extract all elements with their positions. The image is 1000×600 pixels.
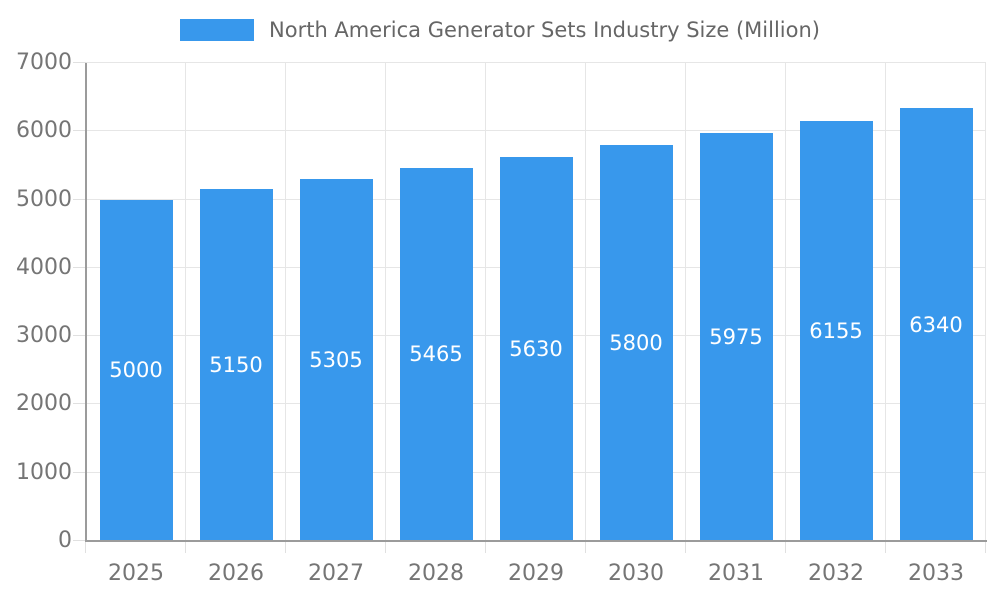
x-axis-tick bbox=[485, 541, 486, 553]
x-axis-tick bbox=[785, 541, 786, 553]
gridline-vertical bbox=[585, 63, 586, 541]
x-axis-label: 2031 bbox=[708, 561, 764, 586]
x-axis-tick bbox=[85, 541, 86, 553]
y-axis-line bbox=[85, 63, 87, 541]
bar-2029[interactable] bbox=[499, 156, 573, 541]
x-axis-label: 2027 bbox=[308, 561, 364, 586]
y-axis-tick bbox=[73, 198, 86, 200]
y-axis-tick bbox=[73, 540, 86, 541]
gridline-horizontal bbox=[86, 130, 986, 132]
y-axis-tick bbox=[73, 471, 86, 473]
gridline-vertical bbox=[985, 63, 986, 541]
gridline-vertical bbox=[685, 63, 686, 541]
x-axis-label: 2026 bbox=[208, 561, 264, 586]
y-axis-label: 3000 bbox=[16, 323, 72, 349]
x-axis-tick bbox=[185, 541, 186, 553]
bar-2025[interactable] bbox=[99, 199, 173, 541]
gridline-vertical bbox=[285, 63, 286, 541]
y-axis-tick bbox=[73, 266, 86, 268]
bar-2027[interactable] bbox=[299, 178, 373, 541]
y-axis-label: 7000 bbox=[16, 50, 72, 75]
x-axis-tick bbox=[385, 541, 386, 553]
gridline-vertical bbox=[385, 63, 386, 541]
y-axis-label: 4000 bbox=[16, 254, 72, 280]
bar-2030[interactable] bbox=[599, 144, 673, 541]
y-axis-label: 6000 bbox=[16, 118, 72, 144]
legend-swatch bbox=[180, 19, 255, 41]
x-axis-tick bbox=[985, 541, 986, 553]
gridline-horizontal bbox=[86, 62, 986, 63]
y-axis-tick bbox=[73, 62, 86, 63]
x-axis-label: 2030 bbox=[608, 561, 664, 586]
x-axis-tick bbox=[285, 541, 286, 553]
x-axis-line bbox=[85, 540, 987, 542]
x-axis-label: 2032 bbox=[808, 561, 864, 586]
y-axis-label: 1000 bbox=[16, 459, 72, 485]
bar-2032[interactable] bbox=[799, 120, 873, 541]
bar-2031[interactable] bbox=[699, 132, 773, 541]
y-axis-tick bbox=[73, 403, 86, 405]
x-axis-label: 2025 bbox=[108, 561, 164, 586]
gridline-vertical bbox=[785, 63, 786, 541]
y-axis-tick bbox=[73, 335, 86, 337]
gridline-vertical bbox=[885, 63, 886, 541]
y-axis-label: 0 bbox=[58, 528, 72, 553]
y-axis-tick bbox=[73, 130, 86, 132]
bar-2028[interactable] bbox=[399, 167, 473, 541]
gridline-vertical bbox=[185, 63, 186, 541]
legend[interactable]: North America Generator Sets Industry Si… bbox=[0, 17, 1000, 43]
x-axis-tick bbox=[685, 541, 686, 553]
y-axis-label: 5000 bbox=[16, 186, 72, 212]
x-axis-label: 2028 bbox=[408, 561, 464, 586]
legend-label: North America Generator Sets Industry Si… bbox=[269, 18, 820, 42]
y-axis-label: 2000 bbox=[16, 391, 72, 417]
x-axis-tick bbox=[585, 541, 586, 553]
x-axis-label: 2029 bbox=[508, 561, 564, 586]
x-axis-tick bbox=[885, 541, 886, 553]
bar-2033[interactable] bbox=[899, 108, 973, 541]
x-axis-label: 2033 bbox=[908, 561, 964, 586]
gridline-vertical bbox=[485, 63, 486, 541]
bar-2026[interactable] bbox=[199, 189, 273, 541]
